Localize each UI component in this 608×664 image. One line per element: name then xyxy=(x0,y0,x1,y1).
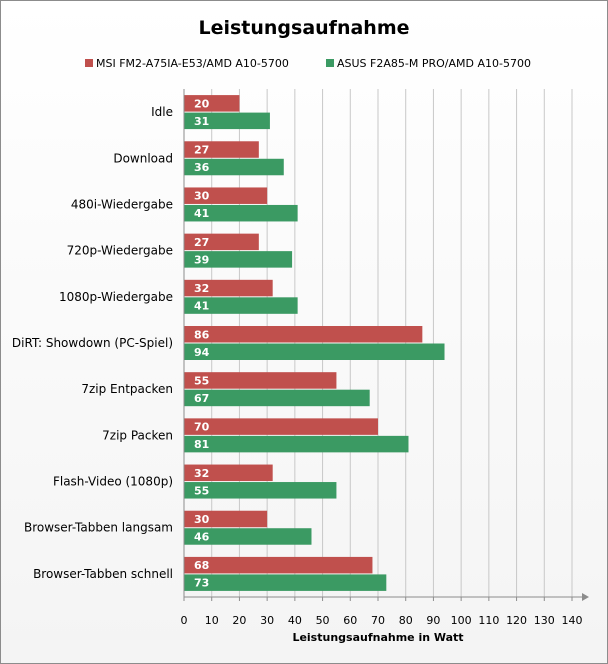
data-label: 68 xyxy=(194,559,209,572)
data-label: 27 xyxy=(194,144,209,157)
x-tick-label: 20 xyxy=(232,614,246,627)
data-label: 70 xyxy=(194,421,210,434)
category-label: Download xyxy=(113,151,173,165)
category-label: 7zip Entpacken xyxy=(81,382,173,396)
data-label: 36 xyxy=(194,161,210,174)
x-tick-label: 130 xyxy=(534,614,555,627)
bar xyxy=(184,141,259,158)
legend-label-asus: ASUS F2A85-M PRO/AMD A10-5700 xyxy=(337,57,531,70)
x-tick-label: 120 xyxy=(506,614,527,627)
category-label: Idle xyxy=(151,105,173,119)
data-label: 55 xyxy=(194,374,209,387)
category-label: DiRT: Showdown (PC-Spiel) xyxy=(12,336,173,350)
data-label: 55 xyxy=(194,484,209,497)
data-label: 32 xyxy=(194,282,209,295)
legend-swatch-asus xyxy=(326,59,334,67)
x-tick-label: 50 xyxy=(316,614,330,627)
bar xyxy=(184,482,337,499)
data-label: 20 xyxy=(194,97,210,110)
bar xyxy=(184,372,337,389)
bar xyxy=(184,95,240,112)
bar xyxy=(184,528,312,545)
data-label: 81 xyxy=(194,438,209,451)
bar xyxy=(184,389,370,407)
x-tick-label: 10 xyxy=(205,614,219,627)
tick-labels: 0 10 20 30 40 50 60 70 80 90 100 110 120 130 140 xyxy=(181,614,583,627)
legend-label-msi: MSI FM2-A75IA-E53/AMD A10-5700 xyxy=(96,57,289,70)
bar xyxy=(184,279,273,297)
chart-title: Leistungsaufnahme xyxy=(198,17,409,39)
data-label: 73 xyxy=(194,577,209,590)
bar xyxy=(184,574,387,591)
bars: 20 31 27 36 30 41 27 39 32 41 86 94 55 67 70 81 32 55 30 46… xyxy=(184,95,445,591)
x-tick-label: 60 xyxy=(343,614,357,627)
x-tick-label: 140 xyxy=(562,614,583,627)
data-label: 67 xyxy=(194,392,209,405)
data-label: 41 xyxy=(194,207,209,220)
data-label: 41 xyxy=(194,300,209,313)
x-tick-label: 40 xyxy=(288,614,302,627)
category-labels: Idle Download 480i-Wiedergabe 720p-Wiederga… xyxy=(12,105,173,581)
category-label: Browser-Tabben schnell xyxy=(33,567,173,581)
data-label: 39 xyxy=(194,253,209,266)
data-label: 32 xyxy=(194,467,209,480)
x-tick-label: 30 xyxy=(260,614,274,627)
bar xyxy=(184,251,293,268)
category-label: 1080p-Wiedergabe xyxy=(59,290,173,304)
data-label: 30 xyxy=(194,513,210,526)
x-axis-arrow-icon xyxy=(582,593,589,601)
bar xyxy=(184,204,298,222)
bar xyxy=(184,187,268,204)
bar xyxy=(184,435,409,453)
category-label: Flash-Video (1080p) xyxy=(53,475,173,489)
legend-swatch-msi xyxy=(85,59,93,67)
category-label: Browser-Tabben langsam xyxy=(24,521,173,535)
category-label: 480i-Wiedergabe xyxy=(71,197,173,211)
x-tick-label: 110 xyxy=(478,614,499,627)
data-label: 30 xyxy=(194,190,210,203)
data-label: 86 xyxy=(194,328,210,341)
category-label: 7zip Packen xyxy=(102,428,173,442)
bar xyxy=(184,464,273,482)
bar xyxy=(184,510,268,528)
x-tick-label: 80 xyxy=(399,614,413,627)
data-label: 31 xyxy=(194,115,209,128)
bar xyxy=(184,233,259,251)
bar xyxy=(184,112,270,130)
data-label: 46 xyxy=(194,530,210,543)
data-label: 94 xyxy=(194,346,210,359)
x-tick-label: 0 xyxy=(181,614,188,627)
axes xyxy=(183,89,589,601)
data-label: 27 xyxy=(194,236,209,249)
bar xyxy=(184,158,284,176)
bar xyxy=(184,326,423,343)
legend: MSI FM2-A75IA-E53/AMD A10-5700 ASUS F2A8… xyxy=(85,57,531,70)
x-axis-label: Leistungsaufnahme in Watt xyxy=(292,631,463,644)
x-tick-label: 100 xyxy=(451,614,472,627)
bar xyxy=(184,556,373,574)
category-label: 720p-Wiedergabe xyxy=(67,244,173,258)
x-tick-label: 90 xyxy=(426,614,440,627)
x-tick-label: 70 xyxy=(371,614,385,627)
bar xyxy=(184,297,298,314)
bar xyxy=(184,343,445,360)
bar xyxy=(184,418,378,435)
